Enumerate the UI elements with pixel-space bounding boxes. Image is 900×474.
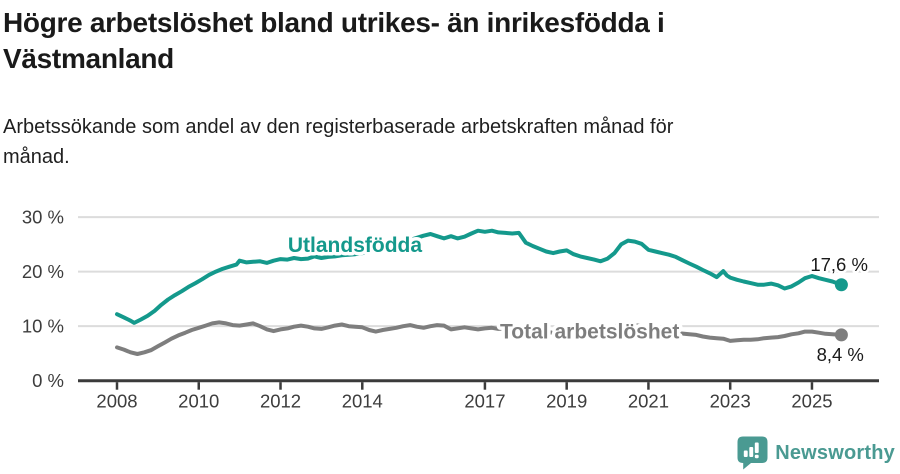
series-inline-label: Utlandsfödda [288, 234, 422, 257]
series-inline-label: Total arbetslöshet [500, 321, 679, 344]
chart-title: Högre arbetslöshet bland utrikes- än inr… [3, 7, 665, 74]
newsworthy-wordmark: Newsworthy [775, 441, 895, 464]
newsworthy-bar-chart-bubble-icon [737, 436, 768, 470]
series-line [115, 228, 844, 325]
x-axis-tick-label: 2025 [791, 391, 832, 412]
y-axis-tick-label: 0 % [32, 370, 64, 391]
x-axis-tick-label: 2017 [464, 391, 505, 412]
series-end-dot [834, 328, 848, 342]
y-axis-tick-label: 20 % [22, 261, 64, 282]
x-axis-tick-label: 2012 [260, 391, 301, 412]
x-axis-tick-label: 2014 [342, 391, 383, 412]
x-axis-tick-label: 2010 [178, 391, 219, 412]
y-axis-tick-label: 30 % [22, 207, 64, 228]
series-line [115, 320, 844, 356]
x-axis-tick-label: 2019 [546, 391, 587, 412]
x-axis-tick-label: 2021 [628, 391, 669, 412]
series-end-value-label: 8,4 % [817, 344, 864, 365]
chart-subtitle: Arbetssökande som andel av den registerb… [3, 116, 674, 168]
series-end-dot [834, 278, 848, 292]
y-axis-tick-label: 10 % [22, 316, 64, 337]
x-axis-tick-label: 2008 [96, 391, 137, 412]
x-axis-tick-label: 2023 [710, 391, 751, 412]
series-end-value-label: 17,6 % [810, 254, 868, 275]
newsworthy-logo: Newsworthy [737, 436, 895, 470]
